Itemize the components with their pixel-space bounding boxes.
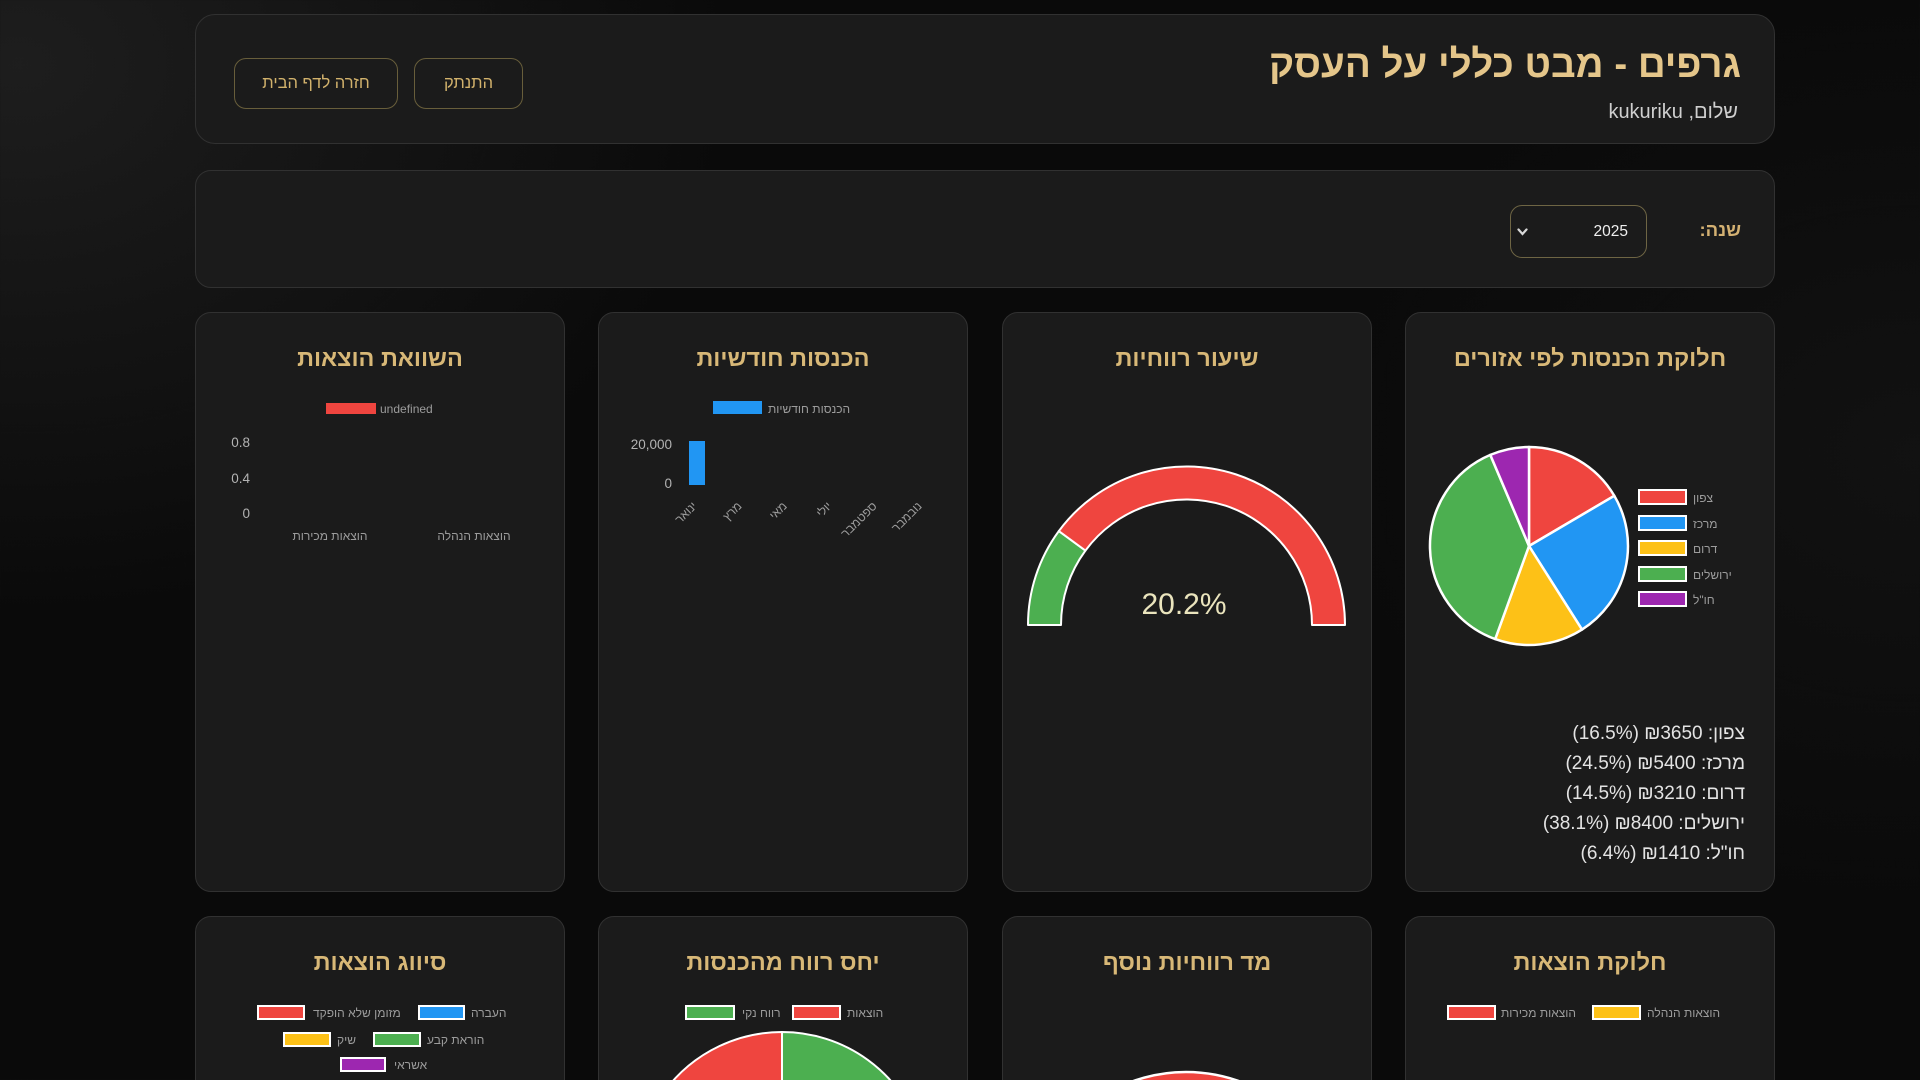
svg-text:20.2%: 20.2% (1141, 588, 1226, 621)
